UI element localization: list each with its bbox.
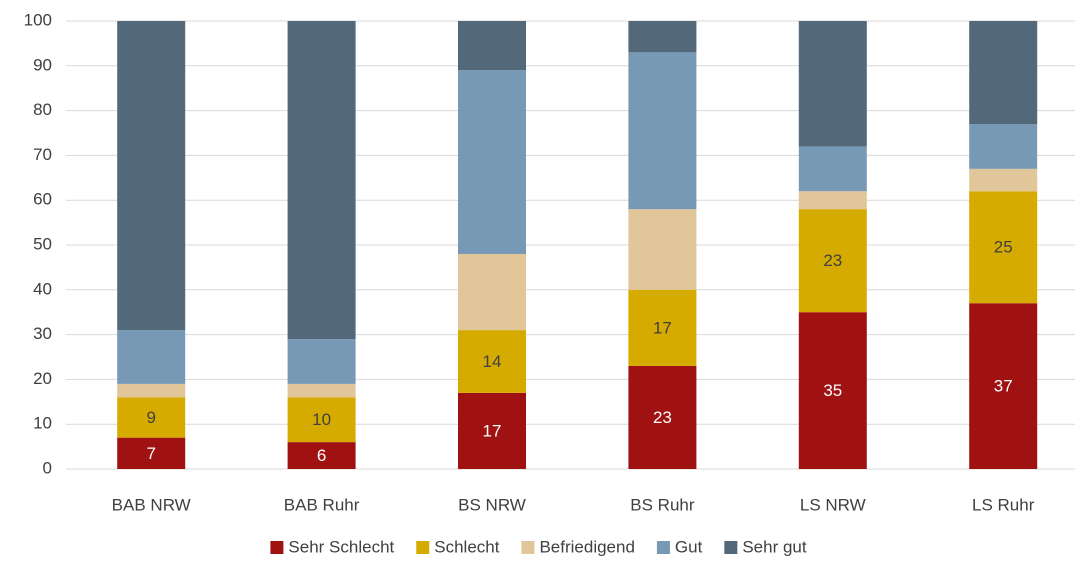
legend-swatch (656, 541, 670, 554)
data-label: 7 (146, 444, 155, 463)
bar-segment (458, 253, 526, 331)
bar-segment (798, 21, 867, 147)
bar-segment (628, 365, 697, 469)
bar-segment (628, 209, 697, 290)
bar-segment (798, 209, 867, 313)
bar-segment (287, 383, 356, 398)
legend-label: Sehr gut (742, 537, 807, 556)
x-tick-label: LS Ruhr (972, 495, 1035, 514)
bar-segment (628, 21, 697, 53)
y-tick-label: 20 (33, 369, 52, 388)
bar-segment (117, 397, 186, 438)
legend-label: Schlecht (434, 537, 499, 556)
bar-segment (458, 21, 526, 71)
data-label: 6 (317, 446, 326, 465)
bar-segment (458, 392, 526, 469)
legend-swatch (521, 541, 535, 554)
bar-segment (969, 168, 1038, 192)
data-label: 17 (653, 318, 672, 337)
data-label: 35 (823, 381, 842, 400)
y-tick-label: 10 (33, 414, 52, 433)
y-tick-label: 30 (33, 324, 52, 343)
data-label: 37 (994, 377, 1013, 396)
y-tick-label: 70 (33, 145, 52, 164)
y-tick-label: 0 (43, 458, 52, 477)
bar-segment (287, 21, 356, 340)
legend-label: Befriedigend (539, 537, 634, 556)
bar-segment (458, 330, 526, 393)
data-label: 10 (312, 410, 331, 429)
y-tick-label: 90 (33, 55, 52, 74)
legend-label: Sehr Schlecht (288, 537, 394, 556)
bar-segment (798, 191, 867, 210)
bar-segment (969, 124, 1038, 169)
data-label: 14 (483, 352, 502, 371)
legend-swatch (724, 541, 738, 554)
bar-segment (969, 303, 1038, 469)
bar-segment (117, 437, 186, 469)
bar-segment (969, 191, 1038, 304)
bar-segment (628, 52, 697, 210)
bar-segment (117, 383, 186, 398)
y-tick-label: 100 (24, 10, 52, 29)
data-label: 9 (146, 408, 155, 427)
x-tick-label: BS Ruhr (630, 495, 695, 514)
x-tick-label: BAB Ruhr (284, 495, 360, 514)
data-label: 25 (994, 238, 1013, 257)
bar-segment (117, 21, 186, 331)
bar-segment (117, 330, 186, 384)
x-tick-label: BAB NRW (112, 495, 191, 514)
data-label: 23 (823, 251, 842, 270)
y-tick-label: 60 (33, 190, 52, 209)
bar-segment (798, 312, 867, 469)
legend-swatch (416, 541, 430, 554)
data-label: 17 (483, 421, 502, 440)
legend-swatch (270, 541, 284, 554)
x-tick-label: BS NRW (458, 495, 526, 514)
bar-segment (287, 442, 356, 469)
legend-label: Gut (675, 537, 703, 556)
y-tick-label: 40 (33, 279, 52, 298)
y-tick-label: 80 (33, 100, 52, 119)
y-tick-label: 50 (33, 234, 52, 253)
bar-segment (287, 397, 356, 443)
bar-segment (628, 289, 697, 366)
bar-segment (458, 70, 526, 254)
data-label: 23 (653, 408, 672, 427)
bar-segment (969, 21, 1038, 125)
bar-segment (287, 339, 356, 384)
x-tick-label: LS NRW (800, 495, 866, 514)
bar-segment (798, 146, 867, 192)
